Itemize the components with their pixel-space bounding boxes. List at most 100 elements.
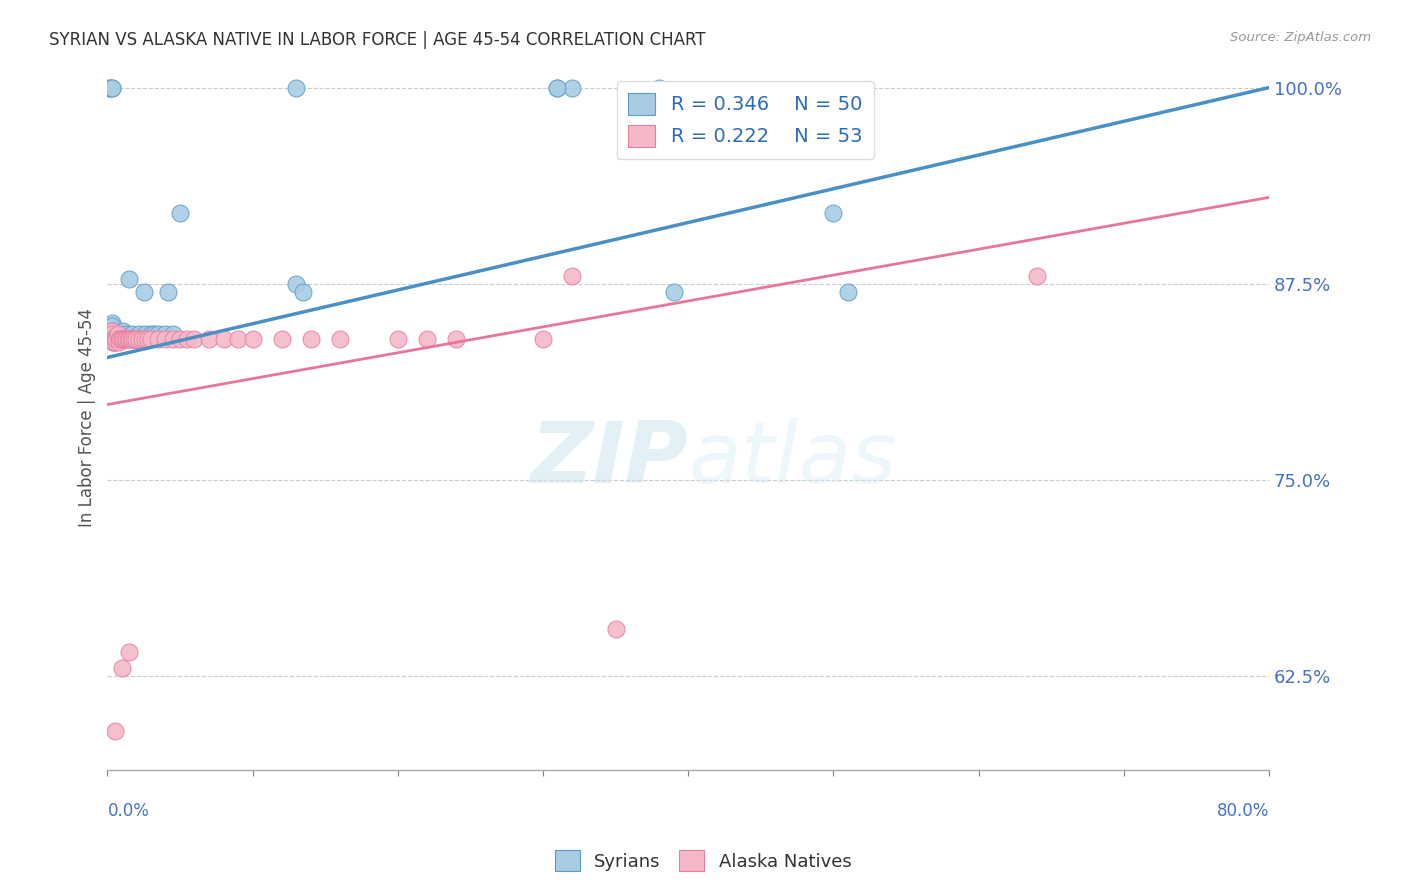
Point bbox=[125, 332, 148, 346]
Point bbox=[100, 326, 122, 341]
Point bbox=[118, 332, 141, 346]
Point bbox=[292, 285, 315, 299]
Point bbox=[134, 332, 156, 346]
Point bbox=[285, 277, 308, 291]
Legend: R = 0.346    N = 50, R = 0.222    N = 53: R = 0.346 N = 50, R = 0.222 N = 53 bbox=[617, 81, 875, 159]
Point bbox=[97, 324, 120, 338]
Point bbox=[111, 326, 134, 341]
Point bbox=[100, 324, 122, 338]
Point bbox=[131, 332, 153, 346]
Point bbox=[148, 332, 170, 346]
Point bbox=[105, 332, 128, 346]
Point bbox=[120, 328, 142, 343]
Point bbox=[111, 332, 134, 346]
Point bbox=[270, 332, 292, 346]
Point bbox=[112, 324, 135, 338]
Point bbox=[105, 332, 128, 346]
Point bbox=[136, 332, 159, 346]
Point bbox=[122, 332, 145, 346]
Point bbox=[100, 80, 122, 95]
Point bbox=[97, 326, 120, 341]
Point bbox=[100, 316, 122, 330]
Point bbox=[242, 332, 264, 346]
Point bbox=[120, 332, 142, 346]
Text: 0.0%: 0.0% bbox=[107, 802, 149, 820]
Point bbox=[169, 332, 191, 346]
Point bbox=[131, 332, 153, 346]
Point bbox=[108, 332, 131, 346]
Point bbox=[103, 334, 125, 349]
Point bbox=[110, 326, 132, 341]
Point bbox=[100, 319, 122, 334]
Point bbox=[416, 332, 439, 346]
Point bbox=[105, 326, 128, 341]
Point bbox=[104, 332, 127, 346]
Point bbox=[108, 334, 131, 349]
Point bbox=[111, 661, 134, 675]
Text: atlas: atlas bbox=[688, 418, 896, 501]
Point bbox=[115, 326, 138, 341]
Point bbox=[112, 332, 135, 346]
Point bbox=[176, 332, 198, 346]
Point bbox=[561, 268, 583, 283]
Text: ZIP: ZIP bbox=[530, 418, 688, 501]
Point bbox=[329, 332, 352, 346]
Point bbox=[114, 332, 136, 346]
Point bbox=[100, 326, 122, 341]
Point bbox=[169, 206, 191, 220]
Point bbox=[117, 332, 139, 346]
Point bbox=[837, 285, 859, 299]
Point bbox=[98, 332, 121, 346]
Point bbox=[157, 285, 180, 299]
Point bbox=[98, 326, 121, 341]
Point bbox=[104, 334, 127, 349]
Point bbox=[104, 723, 127, 738]
Point bbox=[121, 332, 143, 346]
Point bbox=[115, 332, 138, 346]
Point bbox=[547, 80, 569, 95]
Point bbox=[162, 326, 184, 341]
Point bbox=[139, 326, 162, 341]
Point bbox=[108, 332, 131, 346]
Point bbox=[103, 332, 125, 346]
Point bbox=[387, 332, 409, 346]
Point bbox=[155, 326, 177, 341]
Point bbox=[103, 324, 125, 338]
Point bbox=[97, 80, 120, 95]
Point bbox=[107, 332, 129, 346]
Point bbox=[98, 332, 121, 346]
Point bbox=[198, 332, 221, 346]
Point bbox=[531, 332, 554, 346]
Point bbox=[103, 334, 125, 349]
Text: 80.0%: 80.0% bbox=[1216, 802, 1270, 820]
Point bbox=[148, 326, 170, 341]
Text: SYRIAN VS ALASKA NATIVE IN LABOR FORCE | AGE 45-54 CORRELATION CHART: SYRIAN VS ALASKA NATIVE IN LABOR FORCE |… bbox=[49, 31, 706, 49]
Point bbox=[128, 332, 150, 346]
Point bbox=[125, 332, 148, 346]
Point bbox=[1025, 268, 1047, 283]
Point bbox=[107, 326, 129, 341]
Point bbox=[547, 80, 569, 95]
Point bbox=[121, 326, 143, 341]
Point bbox=[155, 332, 177, 346]
Point bbox=[285, 80, 308, 95]
Point bbox=[605, 622, 627, 636]
Y-axis label: In Labor Force | Age 45-54: In Labor Force | Age 45-54 bbox=[79, 308, 96, 526]
Point bbox=[132, 285, 155, 299]
Point bbox=[98, 80, 121, 95]
Point bbox=[118, 645, 141, 659]
Point bbox=[103, 332, 125, 346]
Point bbox=[444, 332, 467, 346]
Point bbox=[226, 332, 249, 346]
Point bbox=[662, 285, 685, 299]
Point bbox=[648, 80, 671, 95]
Point bbox=[114, 328, 136, 343]
Point bbox=[183, 332, 205, 346]
Point bbox=[104, 334, 127, 349]
Point bbox=[212, 332, 235, 346]
Point bbox=[823, 206, 845, 220]
Point bbox=[561, 80, 583, 95]
Point bbox=[128, 326, 150, 341]
Text: Source: ZipAtlas.com: Source: ZipAtlas.com bbox=[1230, 31, 1371, 45]
Point bbox=[299, 332, 322, 346]
